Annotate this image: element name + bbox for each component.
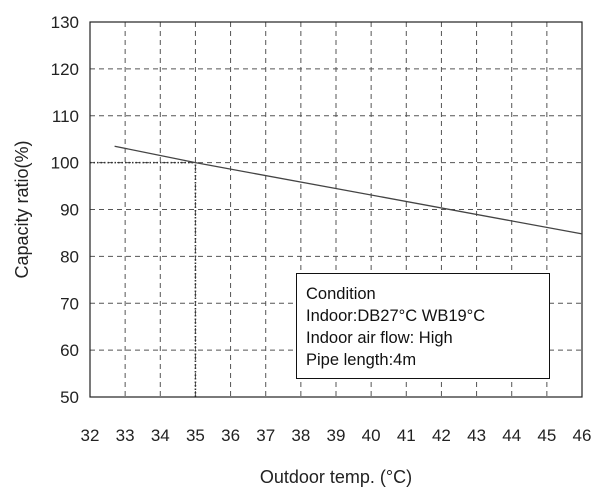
plot-frame <box>89 21 583 398</box>
x-tick-label-37: 37 <box>256 426 275 445</box>
condition-indoor-temp: Indoor:DB27°C WB19°C <box>306 307 486 325</box>
series-line-0 <box>114 145 583 235</box>
x-tick-label-42: 42 <box>432 426 451 445</box>
y-axis-label: Capacity ratio(%) <box>12 140 32 278</box>
y-tick-label-80: 80 <box>60 247 79 266</box>
condition-box: Condition Indoor:DB27°C WB19°C Indoor ai… <box>296 273 550 379</box>
x-tick-label-44: 44 <box>502 426 521 445</box>
x-tick-labels: 32 33 34 35 36 37 38 39 40 41 42 43 44 45 46 <box>81 426 592 445</box>
x-tick-label-39: 39 <box>327 426 346 445</box>
x-tick-label-34: 34 <box>151 426 170 445</box>
y-tick-label-70: 70 <box>60 294 79 313</box>
condition-title: Condition <box>306 285 376 303</box>
y-tick-label-90: 90 <box>60 201 79 220</box>
x-tick-label-33: 33 <box>116 426 135 445</box>
y-tick-label-120: 120 <box>51 60 79 79</box>
y-tick-label-130: 130 <box>51 13 79 32</box>
x-tick-label-36: 36 <box>221 426 240 445</box>
y-tick-label-50: 50 <box>60 388 79 407</box>
y-tick-label-60: 60 <box>60 341 79 360</box>
x-tick-label-40: 40 <box>362 426 381 445</box>
x-tick-label-35: 35 <box>186 426 205 445</box>
x-tick-label-46: 46 <box>573 426 592 445</box>
x-tick-label-32: 32 <box>81 426 100 445</box>
y-tick-label-100: 100 <box>51 154 79 173</box>
y-tick-labels: 50 60 70 80 90 100 110 120 130 <box>51 13 79 407</box>
reference-lines <box>90 161 197 397</box>
condition-air-flow: Indoor air flow: High <box>306 329 453 347</box>
x-axis-label: Outdoor temp. (°C) <box>260 467 412 487</box>
x-tick-label-45: 45 <box>537 426 556 445</box>
x-tick-label-38: 38 <box>291 426 310 445</box>
x-tick-label-43: 43 <box>467 426 486 445</box>
condition-pipe-length: Pipe length:4m <box>306 351 417 369</box>
x-tick-label-41: 41 <box>397 426 416 445</box>
y-tick-label-110: 110 <box>52 107 79 126</box>
series-layer <box>114 145 583 235</box>
